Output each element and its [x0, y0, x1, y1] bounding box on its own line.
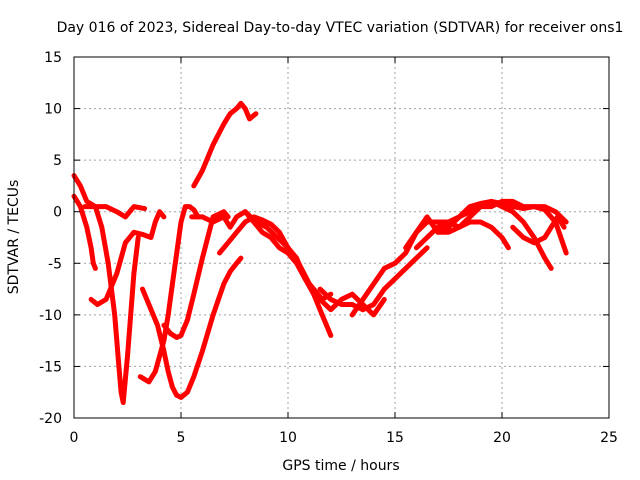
series-track-16	[435, 198, 569, 256]
x-axis-label: GPS time / hours	[282, 458, 399, 474]
x-tick-label: 5	[177, 430, 186, 446]
y-axis-label: SDTVAR / TECUs	[6, 180, 22, 295]
plot-series	[71, 100, 569, 405]
axis-ticks	[73, 56, 610, 419]
series-track-1	[71, 173, 148, 220]
series-track-6	[137, 204, 201, 385]
series-track-8	[191, 100, 259, 189]
grid-lines	[74, 57, 609, 418]
plot-frame	[73, 56, 610, 419]
y-tick-label: -20	[39, 411, 62, 427]
series-track-12	[317, 245, 430, 313]
series-track-3	[82, 204, 141, 405]
y-tick-label: -10	[39, 308, 62, 324]
x-tick-label: 10	[279, 430, 297, 446]
x-tick-labels: 0 5 10 15 20 25	[70, 430, 618, 446]
x-tick-label: 0	[70, 430, 79, 446]
series-track-2	[71, 193, 98, 271]
series-track-7	[161, 209, 231, 340]
y-tick-label: 5	[53, 153, 62, 169]
series-track-4	[88, 209, 167, 307]
x-tick-label: 20	[493, 430, 511, 446]
y-tick-label: -15	[39, 359, 62, 375]
y-tick-label: -5	[48, 256, 62, 272]
series-track-5	[140, 255, 244, 400]
x-tick-label: 15	[386, 430, 404, 446]
series-track-17	[510, 214, 567, 246]
y-tick-label: 15	[44, 50, 62, 66]
y-tick-labels: 15 10 5 0 -5 -10 -15 -20	[39, 50, 62, 427]
y-tick-label: 0	[53, 205, 62, 221]
x-tick-label: 25	[600, 430, 618, 446]
chart-title: Day 016 of 2023, Sidereal Day-to-day VTE…	[57, 20, 624, 36]
y-tick-label: 10	[44, 102, 62, 118]
series-track-14	[403, 214, 511, 251]
